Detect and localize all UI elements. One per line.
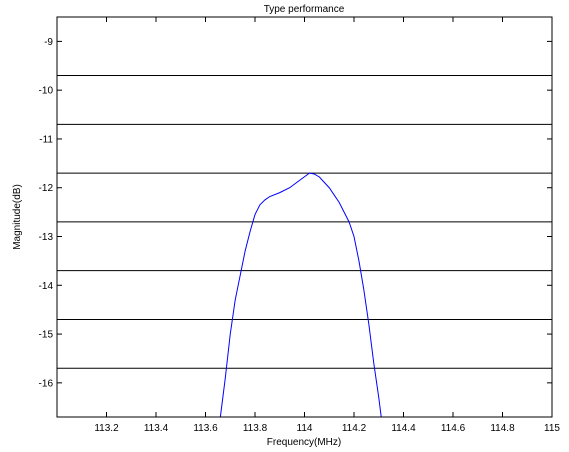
x-tick-label: 113.4: [144, 423, 169, 434]
x-tick-label: 113.6: [193, 423, 218, 434]
x-tick-label: 114.8: [490, 423, 515, 434]
chart-title: Type performance: [264, 4, 345, 15]
plot-frame: [56, 16, 553, 418]
series-group: [219, 172, 382, 418]
y-tick-label: -9: [44, 37, 53, 48]
x-tick-label: 114: [297, 423, 313, 434]
y-tick-label: -13: [39, 232, 54, 243]
series-line: [219, 172, 382, 418]
x-tick-label: 115: [544, 423, 560, 434]
y-tick-label: -12: [39, 183, 54, 194]
y-tick-label: -16: [39, 378, 54, 389]
x-axis-label: Frequency(MHz): [267, 437, 341, 448]
y-tick-label: -11: [39, 134, 53, 145]
x-tick-label: 114.2: [342, 423, 367, 434]
reference-lines: [57, 75, 552, 369]
y-axis-label: Magnitude(dB): [12, 184, 23, 250]
x-axis-ticks: 113.2 113.4 113.6 113.8 114 114.2 114.4 114.6 11…: [94, 17, 560, 434]
y-tick-label: -10: [39, 86, 54, 97]
x-tick-label: 114.6: [441, 423, 466, 434]
y-axis-ticks: -9 -10 -11 -12 -13 -14 -15 -16: [39, 37, 552, 389]
x-tick-label: 113.2: [94, 423, 119, 434]
x-tick-label: 114.4: [391, 423, 416, 434]
x-tick-label: 113.8: [243, 423, 268, 434]
y-tick-label: -15: [39, 330, 54, 341]
y-tick-label: -14: [39, 281, 54, 292]
